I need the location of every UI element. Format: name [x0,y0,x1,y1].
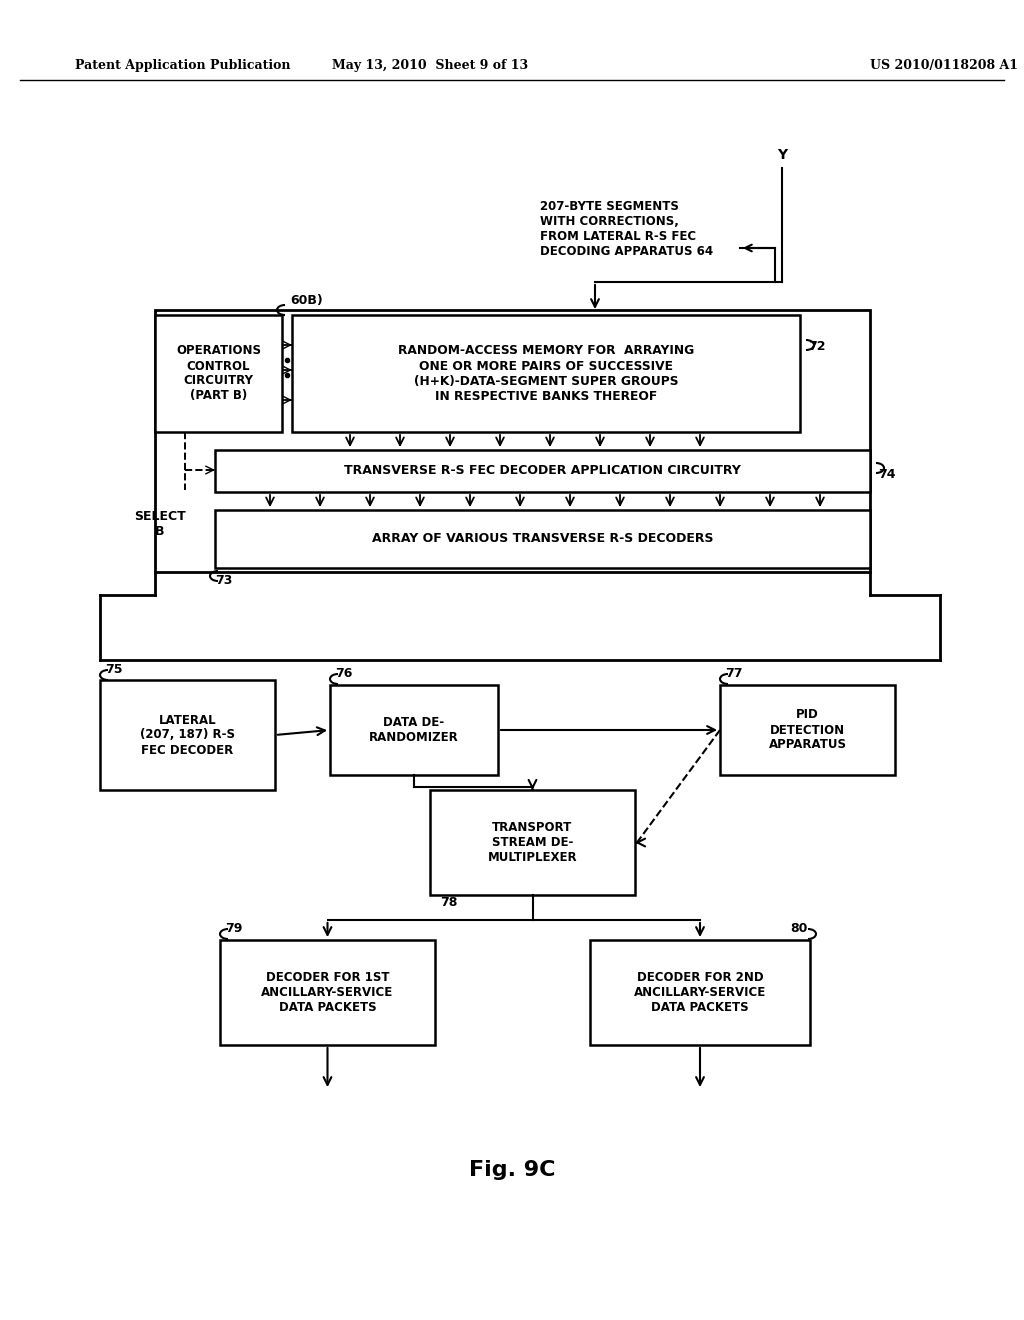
Text: 79: 79 [225,921,243,935]
Text: PID
DETECTION
APPARATUS: PID DETECTION APPARATUS [768,709,847,751]
Bar [430,789,635,895]
Text: SELECT
B: SELECT B [134,510,186,539]
Text: Y: Y [777,148,787,162]
Text: RANDOM-ACCESS MEMORY FOR  ARRAYING
ONE OR MORE PAIRS OF SUCCESSIVE
(H+K)-DATA-SE: RANDOM-ACCESS MEMORY FOR ARRAYING ONE OR… [398,345,694,403]
Text: TRANSPORT
STREAM DE-
MULTIPLEXER: TRANSPORT STREAM DE- MULTIPLEXER [487,821,578,865]
Text: 80: 80 [791,921,808,935]
Text: OPERATIONS
CONTROL
CIRCUITRY
(PART B): OPERATIONS CONTROL CIRCUITRY (PART B) [176,345,261,403]
Text: May 13, 2010  Sheet 9 of 13: May 13, 2010 Sheet 9 of 13 [332,58,528,71]
Text: 72: 72 [808,341,825,352]
Text: DECODER FOR 2ND
ANCILLARY-SERVICE
DATA PACKETS: DECODER FOR 2ND ANCILLARY-SERVICE DATA P… [634,972,766,1014]
Bar [220,940,435,1045]
Text: 75: 75 [105,663,123,676]
Text: 74: 74 [878,469,896,480]
Bar [215,510,870,568]
Bar [292,315,800,432]
Bar [720,685,895,775]
Text: TRANSVERSE R-S FEC DECODER APPLICATION CIRCUITRY: TRANSVERSE R-S FEC DECODER APPLICATION C… [344,465,741,478]
Bar [100,680,275,789]
Text: 78: 78 [440,896,458,909]
Text: Patent Application Publication: Patent Application Publication [75,58,291,71]
Bar [215,450,870,492]
Text: LATERAL
(207, 187) R-S
FEC DECODER: LATERAL (207, 187) R-S FEC DECODER [140,714,234,756]
Text: DATA DE-
RANDOMIZER: DATA DE- RANDOMIZER [369,715,459,744]
Text: 76: 76 [335,667,352,680]
Bar [330,685,498,775]
Text: 207-BYTE SEGMENTS
WITH CORRECTIONS,
FROM LATERAL R-S FEC
DECODING APPARATUS 64: 207-BYTE SEGMENTS WITH CORRECTIONS, FROM… [540,201,713,257]
Bar [155,315,282,432]
Text: ARRAY OF VARIOUS TRANSVERSE R-S DECODERS: ARRAY OF VARIOUS TRANSVERSE R-S DECODERS [372,532,714,545]
Text: DECODER FOR 1ST
ANCILLARY-SERVICE
DATA PACKETS: DECODER FOR 1ST ANCILLARY-SERVICE DATA P… [261,972,393,1014]
Text: US 2010/0118208 A1: US 2010/0118208 A1 [870,58,1018,71]
Bar [155,310,870,572]
Bar [590,940,810,1045]
Text: 60B): 60B) [290,294,323,308]
Text: Fig. 9C: Fig. 9C [469,1160,555,1180]
Text: 73: 73 [215,574,232,587]
Text: 77: 77 [725,667,742,680]
